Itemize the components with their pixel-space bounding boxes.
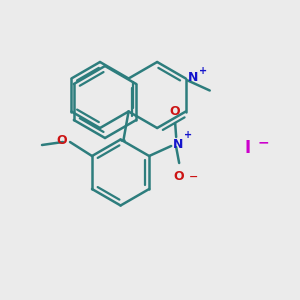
Text: N: N [188,71,198,84]
Text: +: + [184,130,192,140]
Text: O: O [56,134,67,146]
Text: +: + [199,67,207,76]
Text: −: − [189,172,199,182]
Text: O: O [170,105,181,118]
Text: O: O [174,170,184,183]
Text: −: − [258,135,270,149]
Text: I: I [245,139,251,157]
Text: N: N [173,139,184,152]
